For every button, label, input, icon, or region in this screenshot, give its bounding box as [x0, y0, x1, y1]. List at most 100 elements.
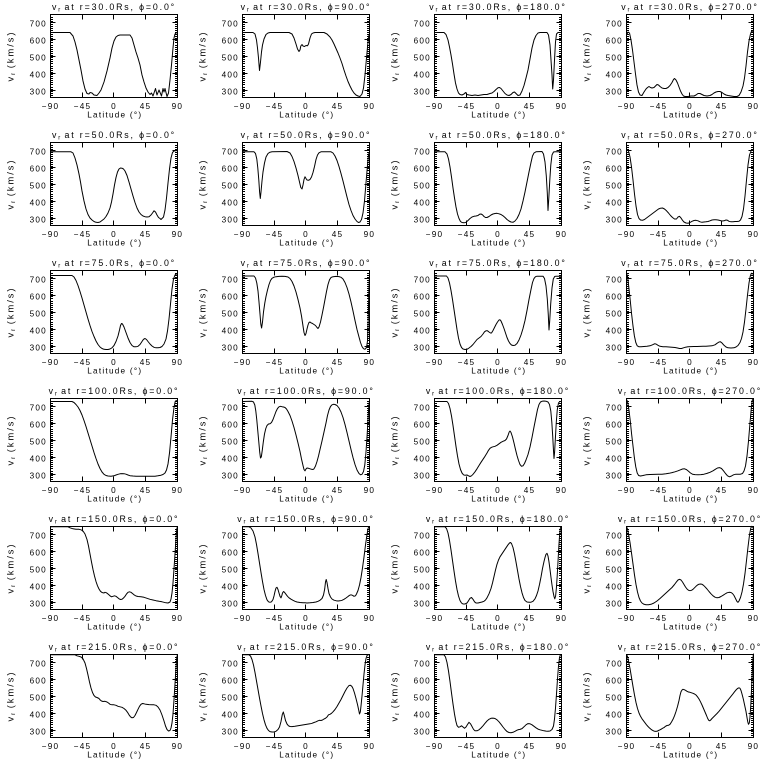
svg-text:Latitude (°): Latitude (°) [471, 238, 526, 247]
svg-text:90: 90 [556, 230, 568, 239]
svg-text:0: 0 [303, 230, 309, 239]
svg-text:90: 90 [172, 102, 184, 111]
svg-text:90: 90 [556, 742, 568, 751]
svg-text:Latitude (°): Latitude (°) [279, 622, 334, 631]
svg-text:vr at r=50.0Rs, ϕ=0.0°: vr at r=50.0Rs, ϕ=0.0° [52, 130, 176, 142]
svg-text:−90: −90 [426, 102, 444, 111]
svg-text:45: 45 [140, 742, 152, 751]
svg-text:90: 90 [364, 486, 376, 495]
svg-text:45: 45 [140, 486, 152, 495]
svg-text:−45: −45 [458, 486, 476, 495]
svg-text:400: 400 [606, 326, 623, 335]
svg-text:600: 600 [414, 36, 431, 45]
svg-text:400: 400 [414, 326, 431, 335]
svg-text:90: 90 [556, 102, 568, 111]
svg-text:90: 90 [364, 102, 376, 111]
svg-text:300: 300 [222, 215, 239, 224]
svg-text:500: 500 [222, 437, 239, 446]
svg-text:400: 400 [606, 454, 623, 463]
svg-text:45: 45 [332, 102, 344, 111]
svg-text:400: 400 [222, 582, 239, 591]
svg-text:−45: −45 [650, 102, 668, 111]
svg-text:45: 45 [524, 486, 536, 495]
svg-text:45: 45 [140, 230, 152, 239]
svg-text:vr (km/s): vr (km/s) [390, 414, 402, 465]
svg-text:700: 700 [606, 275, 623, 284]
svg-text:vr at r=100.0Rs, ϕ=90.0°: vr at r=100.0Rs, ϕ=90.0° [237, 386, 375, 398]
svg-text:vr (km/s): vr (km/s) [198, 286, 210, 337]
svg-text:700: 700 [222, 403, 239, 412]
svg-text:Latitude (°): Latitude (°) [471, 622, 526, 631]
svg-text:−90: −90 [42, 230, 60, 239]
svg-text:500: 500 [414, 693, 431, 702]
svg-text:90: 90 [172, 486, 184, 495]
svg-text:45: 45 [716, 358, 728, 367]
svg-text:Latitude (°): Latitude (°) [87, 494, 142, 503]
svg-text:vr (km/s): vr (km/s) [6, 670, 18, 721]
svg-text:90: 90 [172, 742, 184, 751]
svg-text:vr at r=50.0Rs, ϕ=270.0°: vr at r=50.0Rs, ϕ=270.0° [621, 130, 759, 142]
svg-text:vr at r=100.0Rs, ϕ=180.0°: vr at r=100.0Rs, ϕ=180.0° [426, 386, 570, 398]
svg-text:500: 500 [414, 53, 431, 62]
svg-text:vr at r=50.0Rs, ϕ=180.0°: vr at r=50.0Rs, ϕ=180.0° [429, 130, 567, 142]
svg-text:700: 700 [606, 659, 623, 668]
svg-text:vr (km/s): vr (km/s) [198, 158, 210, 209]
svg-text:−90: −90 [426, 230, 444, 239]
svg-text:Latitude (°): Latitude (°) [663, 622, 718, 631]
svg-text:500: 500 [30, 565, 47, 574]
svg-text:0: 0 [687, 102, 693, 111]
svg-text:0: 0 [111, 102, 117, 111]
svg-text:300: 300 [414, 343, 431, 352]
svg-text:500: 500 [222, 181, 239, 190]
svg-text:Latitude (°): Latitude (°) [87, 750, 142, 759]
svg-text:45: 45 [524, 614, 536, 623]
svg-text:300: 300 [606, 215, 623, 224]
svg-text:500: 500 [606, 565, 623, 574]
svg-text:300: 300 [414, 471, 431, 480]
svg-text:700: 700 [30, 403, 47, 412]
svg-text:600: 600 [30, 164, 47, 173]
svg-text:45: 45 [716, 614, 728, 623]
svg-text:−45: −45 [266, 102, 284, 111]
svg-text:45: 45 [140, 358, 152, 367]
svg-text:vr at r=215.0Rs, ϕ=270.0°: vr at r=215.0Rs, ϕ=270.0° [618, 642, 762, 654]
svg-text:700: 700 [414, 275, 431, 284]
svg-text:400: 400 [222, 710, 239, 719]
svg-text:90: 90 [748, 358, 760, 367]
svg-text:300: 300 [606, 727, 623, 736]
svg-text:vr (km/s): vr (km/s) [390, 158, 402, 209]
svg-text:Latitude (°): Latitude (°) [87, 110, 142, 119]
svg-text:300: 300 [30, 727, 47, 736]
svg-text:0: 0 [495, 358, 501, 367]
svg-text:−90: −90 [426, 614, 444, 623]
svg-text:500: 500 [606, 181, 623, 190]
svg-text:500: 500 [606, 309, 623, 318]
svg-text:300: 300 [606, 471, 623, 480]
svg-text:600: 600 [414, 548, 431, 557]
svg-text:vr (km/s): vr (km/s) [6, 542, 18, 593]
svg-text:700: 700 [30, 659, 47, 668]
svg-text:300: 300 [30, 599, 47, 608]
svg-text:vr at r=100.0Rs, ϕ=0.0°: vr at r=100.0Rs, ϕ=0.0° [49, 386, 180, 398]
svg-text:−45: −45 [266, 230, 284, 239]
svg-text:600: 600 [222, 420, 239, 429]
svg-text:−45: −45 [650, 742, 668, 751]
svg-text:400: 400 [414, 710, 431, 719]
svg-text:600: 600 [606, 676, 623, 685]
svg-text:300: 300 [222, 343, 239, 352]
svg-text:45: 45 [332, 358, 344, 367]
svg-text:400: 400 [606, 70, 623, 79]
svg-text:vr at r=75.0Rs, ϕ=270.0°: vr at r=75.0Rs, ϕ=270.0° [621, 258, 759, 270]
svg-text:45: 45 [716, 742, 728, 751]
svg-text:500: 500 [30, 309, 47, 318]
svg-text:500: 500 [414, 309, 431, 318]
svg-text:500: 500 [414, 437, 431, 446]
svg-text:300: 300 [414, 215, 431, 224]
svg-text:45: 45 [332, 486, 344, 495]
svg-text:45: 45 [524, 358, 536, 367]
svg-text:90: 90 [556, 358, 568, 367]
svg-text:vr at r=150.0Rs, ϕ=90.0°: vr at r=150.0Rs, ϕ=90.0° [237, 514, 375, 526]
svg-text:500: 500 [606, 693, 623, 702]
svg-text:45: 45 [332, 230, 344, 239]
svg-text:vr (km/s): vr (km/s) [6, 414, 18, 465]
